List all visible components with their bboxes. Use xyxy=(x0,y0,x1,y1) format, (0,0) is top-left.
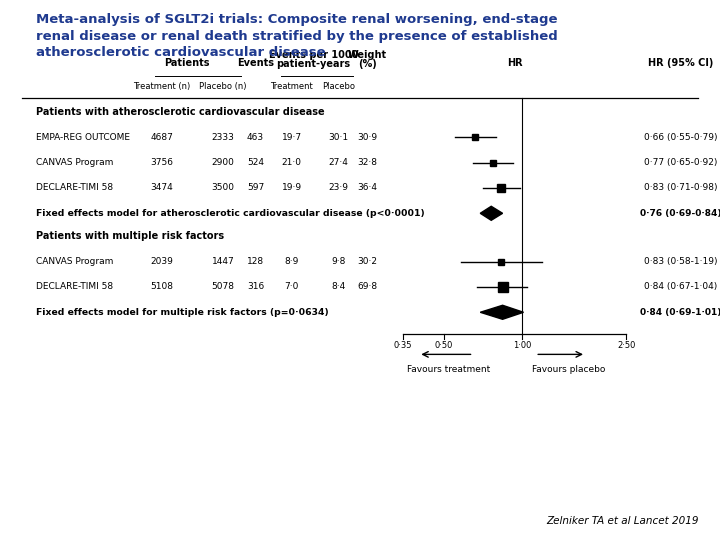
Text: 316: 316 xyxy=(247,282,264,292)
Text: 19·7: 19·7 xyxy=(282,133,302,141)
Text: Patients with atherosclerotic cardiovascular disease: Patients with atherosclerotic cardiovasc… xyxy=(36,107,325,117)
Text: 27·4: 27·4 xyxy=(328,158,348,167)
Text: 0·83 (0·58-1·19): 0·83 (0·58-1·19) xyxy=(644,257,717,266)
Text: Events per 1000: Events per 1000 xyxy=(269,50,358,60)
Text: Placebo: Placebo xyxy=(322,82,355,91)
Text: (%): (%) xyxy=(358,59,377,69)
Text: DECLARE-TIMI 58: DECLARE-TIMI 58 xyxy=(36,282,113,292)
Text: 7·0: 7·0 xyxy=(284,282,299,292)
Text: 5108: 5108 xyxy=(150,282,174,292)
Text: 2900: 2900 xyxy=(212,158,235,167)
Text: 3756: 3756 xyxy=(150,158,174,167)
Text: 2333: 2333 xyxy=(212,133,235,141)
Text: Patients with multiple risk factors: Patients with multiple risk factors xyxy=(36,231,224,241)
Text: atherosclerotic cardiovascular disease: atherosclerotic cardiovascular disease xyxy=(36,46,325,59)
Text: patient-years: patient-years xyxy=(276,59,350,69)
Text: 0·77 (0·65-0·92): 0·77 (0·65-0·92) xyxy=(644,158,717,167)
Text: Zelniker TA et al Lancet 2019: Zelniker TA et al Lancet 2019 xyxy=(546,516,698,526)
Text: CANVAS Program: CANVAS Program xyxy=(36,257,113,266)
Polygon shape xyxy=(480,206,503,220)
Text: DECLARE-TIMI 58: DECLARE-TIMI 58 xyxy=(36,184,113,192)
Text: 463: 463 xyxy=(247,133,264,141)
Text: 1·00: 1·00 xyxy=(513,341,531,350)
Text: 69·8: 69·8 xyxy=(357,282,377,292)
Text: Patients: Patients xyxy=(164,57,210,68)
Text: Treatment: Treatment xyxy=(270,82,313,91)
Text: 30·2: 30·2 xyxy=(357,257,377,266)
Text: 32·8: 32·8 xyxy=(357,158,377,167)
Text: 0·66 (0·55-0·79): 0·66 (0·55-0·79) xyxy=(644,133,717,141)
Text: Events: Events xyxy=(237,57,274,68)
Text: 0·76 (0·69-0·84): 0·76 (0·69-0·84) xyxy=(639,209,720,218)
Text: 0·84 (0·69-1·01): 0·84 (0·69-1·01) xyxy=(639,308,720,317)
Text: 0·83 (0·71-0·98): 0·83 (0·71-0·98) xyxy=(644,184,717,192)
Polygon shape xyxy=(480,305,523,319)
Text: 19·9: 19·9 xyxy=(282,184,302,192)
Text: 8·9: 8·9 xyxy=(284,257,299,266)
Text: HR (95% CI): HR (95% CI) xyxy=(648,57,713,68)
Text: 3500: 3500 xyxy=(212,184,235,192)
Text: 597: 597 xyxy=(247,184,264,192)
Text: 2·50: 2·50 xyxy=(617,341,636,350)
Text: 128: 128 xyxy=(247,257,264,266)
Text: 30·1: 30·1 xyxy=(328,133,348,141)
Text: 36·4: 36·4 xyxy=(357,184,377,192)
Text: 1447: 1447 xyxy=(212,257,235,266)
Text: Meta-analysis of SGLT2i trials: Composite renal worsening, end-stage: Meta-analysis of SGLT2i trials: Composit… xyxy=(36,14,557,26)
Text: 9·8: 9·8 xyxy=(331,257,346,266)
Text: 2039: 2039 xyxy=(150,257,174,266)
Text: Weight: Weight xyxy=(348,50,387,60)
Text: Fixed effects model for multiple risk factors (p=0·0634): Fixed effects model for multiple risk fa… xyxy=(36,308,328,317)
Text: 23·9: 23·9 xyxy=(328,184,348,192)
Text: Fixed effects model for atherosclerotic cardiovascular disease (p<0·0001): Fixed effects model for atherosclerotic … xyxy=(36,209,425,218)
Text: Placebo (n): Placebo (n) xyxy=(199,82,247,91)
Text: Treatment (n): Treatment (n) xyxy=(133,82,191,91)
Text: 3474: 3474 xyxy=(150,184,174,192)
Text: 30·9: 30·9 xyxy=(357,133,377,141)
Text: CANVAS Program: CANVAS Program xyxy=(36,158,113,167)
Text: 0·84 (0·67-1·04): 0·84 (0·67-1·04) xyxy=(644,282,717,292)
Text: 8·4: 8·4 xyxy=(331,282,346,292)
Text: Favours treatment: Favours treatment xyxy=(407,364,490,374)
Text: 4687: 4687 xyxy=(150,133,174,141)
Text: HR: HR xyxy=(507,57,523,68)
Text: EMPA-REG OUTCOME: EMPA-REG OUTCOME xyxy=(36,133,130,141)
Text: renal disease or renal death stratified by the presence of established: renal disease or renal death stratified … xyxy=(36,30,558,43)
Text: 5078: 5078 xyxy=(212,282,235,292)
Text: 21·0: 21·0 xyxy=(282,158,302,167)
Text: Favours placebo: Favours placebo xyxy=(532,364,605,374)
Text: 0·35: 0·35 xyxy=(394,341,413,350)
Text: 0·50: 0·50 xyxy=(434,341,453,350)
Text: 524: 524 xyxy=(247,158,264,167)
